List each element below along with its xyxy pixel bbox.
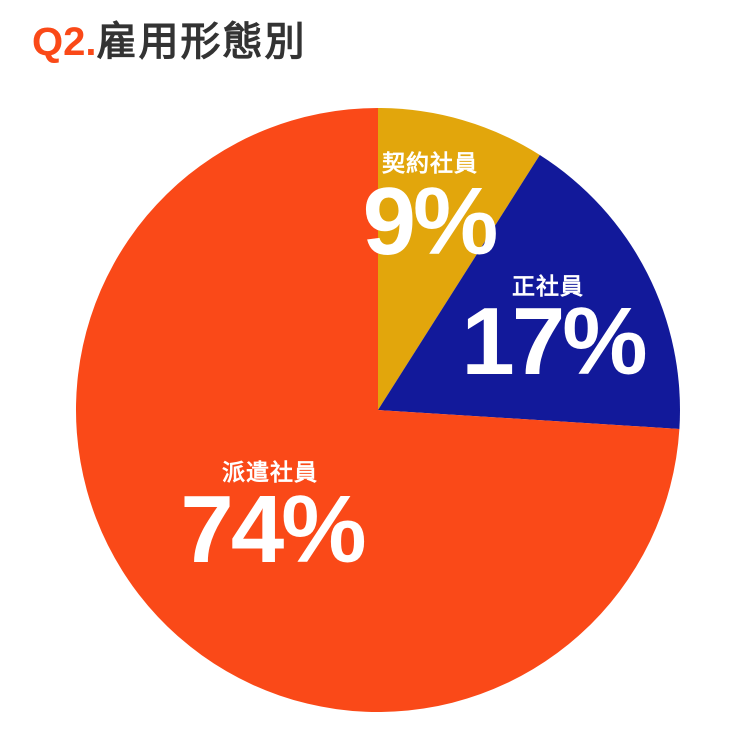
- slice-label-keiyaku: 契約社員: [382, 150, 478, 176]
- title-text: 雇用形態別: [96, 20, 307, 64]
- pie-slice-派遣社員: [75, 108, 680, 712]
- slice-label-haken: 派遣社員: [222, 459, 318, 485]
- slice-value-haken: 74%: [180, 476, 366, 583]
- pie-slice-契約社員: [378, 108, 540, 410]
- slice-value-keiyaku: 9%: [362, 168, 499, 275]
- title-question-number: Q2.: [32, 20, 97, 64]
- pie-slice-正社員: [378, 155, 680, 429]
- page-title: Q2.雇用形態別: [32, 20, 306, 64]
- slice-value-seishain: 17%: [461, 288, 647, 395]
- slice-label-seishain: 正社員: [512, 273, 584, 299]
